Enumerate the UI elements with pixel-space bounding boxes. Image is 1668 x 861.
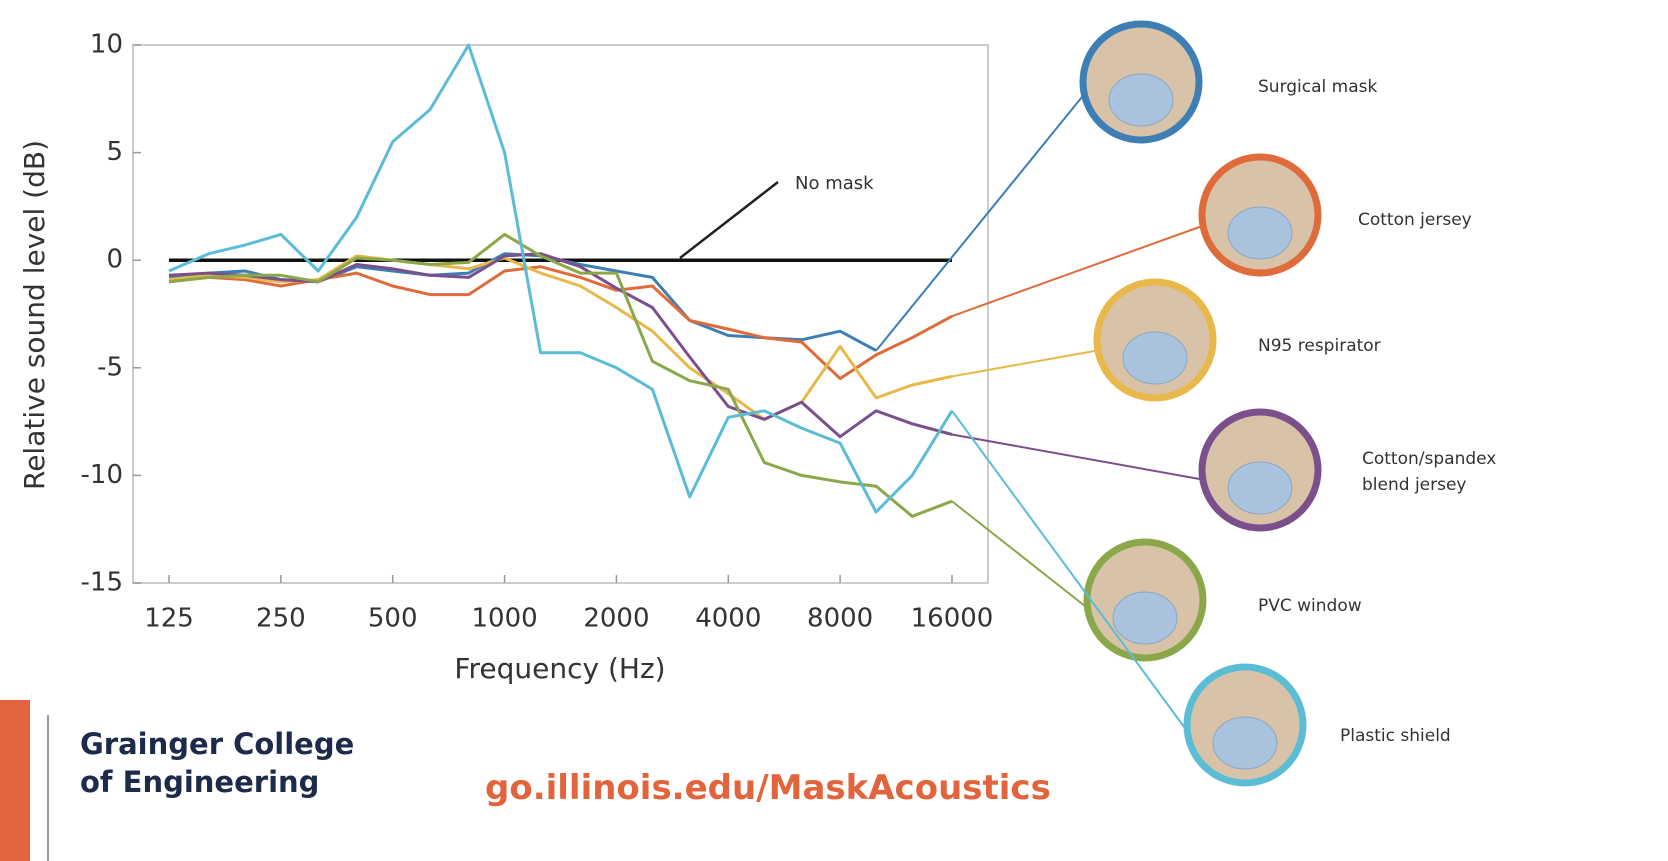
legend-label: N95 respirator xyxy=(1258,336,1381,356)
x-tick-label: 250 xyxy=(256,604,306,634)
legend-mask xyxy=(1227,206,1293,260)
legend-label: Plastic shield xyxy=(1340,726,1451,746)
legend-label: Surgical mask xyxy=(1258,77,1378,97)
x-tick-label: 500 xyxy=(368,604,418,634)
legend-mask xyxy=(1108,73,1174,127)
institution: Grainger College of Engineering xyxy=(80,727,355,799)
y-tick-label: 0 xyxy=(106,245,123,275)
plot-frame xyxy=(132,44,989,584)
y-tick-label: 10 xyxy=(90,30,123,60)
connector xyxy=(951,224,1206,318)
legend-mask xyxy=(1227,461,1293,515)
x-tick-label: 16000 xyxy=(911,604,994,634)
series-line xyxy=(168,232,953,518)
y-tick-label: 5 xyxy=(106,137,123,167)
legend-label: Cotton/spandex blend jersey xyxy=(1362,449,1497,495)
connector xyxy=(951,433,1206,481)
connector xyxy=(875,91,1087,352)
x-tick-label: 4000 xyxy=(695,604,761,634)
x-axis-label: Frequency (Hz) xyxy=(454,652,665,685)
connector xyxy=(951,349,1101,378)
x-tick-label: 2000 xyxy=(583,604,649,634)
legend-label: Cotton jersey xyxy=(1358,210,1472,230)
legend-mask xyxy=(1112,591,1178,645)
legend-mask xyxy=(1212,716,1278,770)
series-line xyxy=(168,252,953,439)
x-tick-label: 8000 xyxy=(807,604,873,634)
legend-mask xyxy=(1122,331,1188,385)
series-line xyxy=(168,265,953,381)
url: go.illinois.edu/MaskAcoustics xyxy=(485,768,1051,808)
y-tick-label: -5 xyxy=(97,352,123,382)
annotation: No mask xyxy=(795,173,874,194)
connector xyxy=(951,410,1191,736)
series-line xyxy=(168,43,954,514)
x-tick-label: 1000 xyxy=(471,604,537,634)
y-tick-label: -10 xyxy=(81,460,123,490)
y-axis-label: Relative sound level (dB) xyxy=(18,140,51,490)
x-tick-label: 125 xyxy=(144,604,194,634)
annotation-arrow xyxy=(679,181,779,259)
connector xyxy=(951,500,1091,611)
legend-label: PVC window xyxy=(1258,596,1362,616)
logo-mark xyxy=(0,700,30,861)
y-tick-label: -15 xyxy=(81,568,123,598)
